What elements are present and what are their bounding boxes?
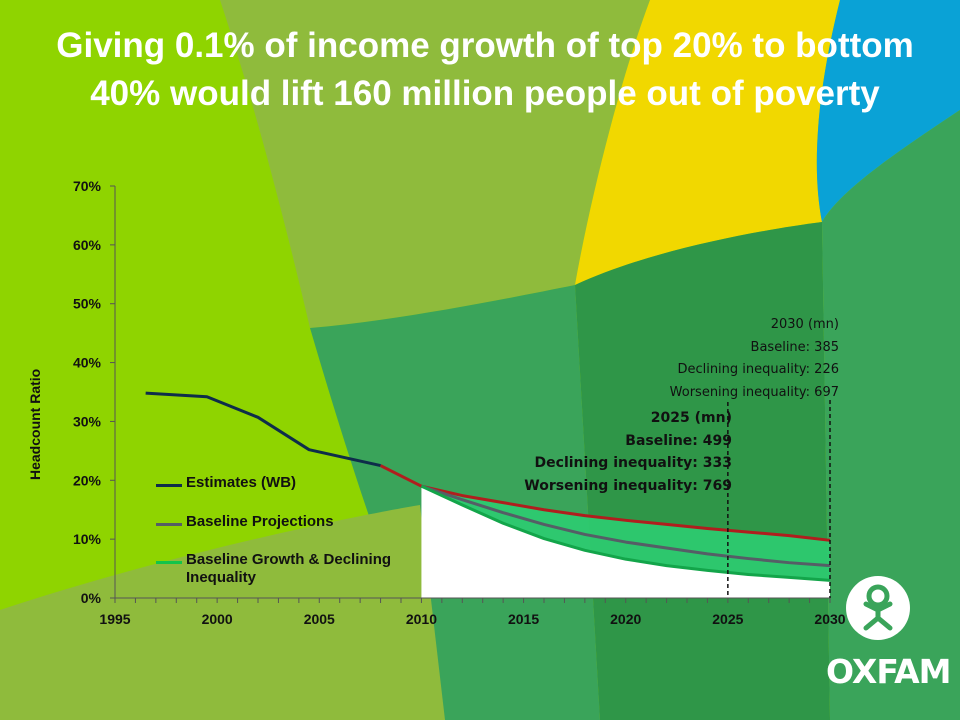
legend-label-baseline: Baseline Projections [186,513,334,531]
annotation-2030-heading: 2030 (mn) [670,314,839,337]
y-tick-label: 40% [73,355,102,371]
annotation-2025: 2025 (mn) Baseline: 499 Declining inequa… [524,407,732,497]
legend-swatch-estimates [156,484,182,487]
line-estimates [146,393,381,465]
annotation-2025-heading: 2025 (mn) [524,407,732,430]
annotation-2025-worsening: Worsening inequality: 769 [524,475,732,498]
x-tick-label: 2015 [508,611,539,627]
y-tick-label: 70% [73,178,102,194]
legend-label-estimates: Estimates (WB) [186,474,296,492]
annotation-2030: 2030 (mn) Baseline: 385 Declining inequa… [670,314,839,404]
annotation-2030-worsening: Worsening inequality: 697 [670,382,839,405]
x-tick-label: 2005 [304,611,335,627]
legend-swatch-baseline [156,523,182,526]
y-tick-label: 30% [73,413,102,429]
annotation-2025-baseline: Baseline: 499 [524,430,732,453]
x-tick-label: 2025 [712,611,743,627]
oxfam-emblem-icon [826,574,930,652]
y-tick-label: 10% [73,531,102,547]
oxfam-logo: OXFAM [826,574,930,694]
legend-swatch-declining [156,561,182,564]
y-axis-title: Headcount Ratio [27,369,43,480]
annotation-2030-declining: Declining inequality: 226 [670,359,839,382]
x-tick-label: 1995 [99,611,130,627]
x-tick-label: 2020 [610,611,641,627]
annotation-2025-declining: Declining inequality: 333 [524,452,732,475]
legend-label-declining: Baseline Growth & Declining Inequality [186,551,446,587]
oxfam-wordmark: OXFAM [826,652,930,691]
y-tick-label: 0% [81,590,102,606]
y-tick-label: 20% [73,472,102,488]
annotation-2030-baseline: Baseline: 385 [670,337,839,360]
y-tick-label: 50% [73,296,102,312]
x-tick-label: 2010 [406,611,437,627]
y-tick-label: 60% [73,237,102,253]
x-tick-label: 2000 [202,611,233,627]
